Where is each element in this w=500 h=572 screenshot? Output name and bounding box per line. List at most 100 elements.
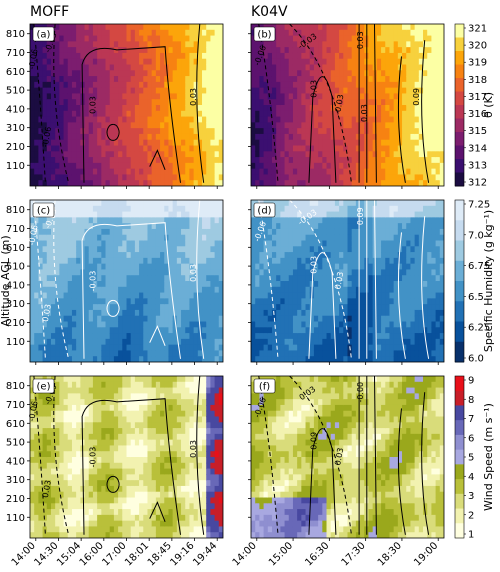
- heatmap-cell: [330, 315, 336, 323]
- heatmap-cell: [406, 105, 412, 112]
- heatmap-cell: [168, 327, 174, 334]
- heatmap-cell: [339, 35, 344, 42]
- heatmap-cell: [118, 47, 123, 54]
- heatmap-cell: [297, 211, 302, 218]
- heatmap-cell: [118, 162, 123, 170]
- heatmap-cell: [151, 252, 157, 259]
- heatmap-cell: [164, 110, 170, 118]
- heatmap-cell: [181, 211, 186, 218]
- heatmap-cell: [271, 122, 277, 129]
- heatmap-cell: [271, 162, 277, 170]
- heatmap-cell: [155, 356, 161, 362]
- heatmap-cell: [263, 292, 269, 299]
- heatmap-cell: [147, 356, 153, 362]
- heatmap-cell: [71, 157, 77, 164]
- heatmap-cell: [372, 180, 378, 186]
- heatmap-cell: [414, 139, 420, 147]
- heatmap-cell: [80, 217, 86, 224]
- heatmap-cell: [34, 157, 39, 164]
- heatmap-cell: [118, 174, 123, 181]
- heatmap-cell: [389, 105, 395, 112]
- heatmap-cell: [343, 58, 349, 66]
- heatmap-cell: [46, 87, 52, 95]
- heatmap-cell: [143, 47, 149, 54]
- heatmap-cell: [343, 162, 349, 170]
- heatmap-cell: [42, 234, 48, 242]
- heatmap-cell: [410, 128, 416, 135]
- heatmap-cell: [297, 64, 302, 71]
- heatmap-cell: [38, 93, 44, 100]
- heatmap-cell: [292, 338, 298, 346]
- heatmap-cell: [259, 151, 265, 158]
- heatmap-cell: [67, 35, 73, 42]
- heatmap-cell: [55, 110, 60, 118]
- heatmap-cell: [160, 29, 165, 37]
- heatmap-cell: [318, 315, 323, 323]
- heatmap-cell: [406, 76, 412, 83]
- heatmap-cell: [347, 81, 353, 89]
- heatmap-cell: [42, 99, 48, 106]
- heatmap-cell: [347, 52, 353, 60]
- heatmap-cell: [355, 64, 361, 71]
- heatmap-cell: [218, 35, 223, 42]
- heatmap-cell: [368, 275, 374, 282]
- heatmap-cell: [160, 128, 165, 135]
- heatmap-cell: [393, 99, 399, 106]
- heatmap-cell: [181, 162, 186, 170]
- heatmap-cell: [193, 350, 199, 357]
- heatmap-cell: [139, 281, 144, 288]
- heatmap-cell: [255, 110, 260, 118]
- heatmap-cell: [160, 228, 165, 236]
- heatmap-cell: [126, 81, 132, 89]
- heatmap-cell: [343, 223, 349, 230]
- heatmap-cell: [118, 128, 123, 135]
- heatmap-cell: [71, 298, 77, 305]
- heatmap-cell: [305, 281, 311, 288]
- heatmap-cell: [368, 64, 374, 71]
- heatmap-cell: [385, 52, 391, 60]
- heatmap-cell: [313, 304, 319, 311]
- heatmap-cell: [55, 64, 60, 71]
- heatmap-cell: [92, 344, 98, 352]
- heatmap-cell: [301, 151, 307, 158]
- heatmap-cell: [330, 309, 336, 317]
- heatmap-cell: [368, 240, 374, 247]
- heatmap-cell: [46, 162, 52, 170]
- heatmap-cell: [88, 168, 94, 176]
- heatmap-cell: [38, 246, 44, 253]
- heatmap-cell: [397, 162, 403, 170]
- heatmap-cell: [197, 246, 203, 253]
- heatmap-cell: [92, 58, 98, 66]
- heatmap-cell: [397, 41, 403, 48]
- heatmap-cell: [271, 257, 277, 265]
- heatmap-cell: [176, 76, 182, 83]
- heatmap-cell: [34, 321, 39, 328]
- heatmap-cell: [130, 315, 136, 323]
- heatmap-cell: [263, 263, 269, 271]
- heatmap-cell: [339, 292, 344, 299]
- heatmap-cell: [218, 211, 223, 218]
- heatmap-cell: [427, 70, 433, 77]
- heatmap-cell: [172, 321, 178, 328]
- heatmap-cell: [376, 327, 382, 334]
- heatmap-cell: [301, 93, 307, 100]
- heatmap-cell: [376, 252, 382, 259]
- heatmap-cell: [30, 35, 35, 42]
- heatmap-cell: [423, 93, 428, 100]
- heatmap-cell: [318, 223, 323, 230]
- heatmap-cell: [151, 81, 157, 89]
- heatmap-cell: [214, 105, 220, 112]
- heatmap-cell: [368, 200, 374, 207]
- heatmap-cell: [330, 344, 336, 352]
- heatmap-cell: [292, 200, 298, 207]
- heatmap-cell: [255, 315, 260, 323]
- heatmap-cell: [288, 110, 294, 118]
- heatmap-cell: [160, 327, 165, 334]
- contour-line: [421, 40, 430, 183]
- heatmap-cell: [155, 333, 161, 340]
- heatmap-cell: [410, 24, 416, 31]
- heatmap-cell: [206, 110, 212, 118]
- heatmap-cell: [251, 29, 256, 37]
- heatmap-cell: [267, 338, 273, 346]
- heatmap-cell: [381, 122, 386, 129]
